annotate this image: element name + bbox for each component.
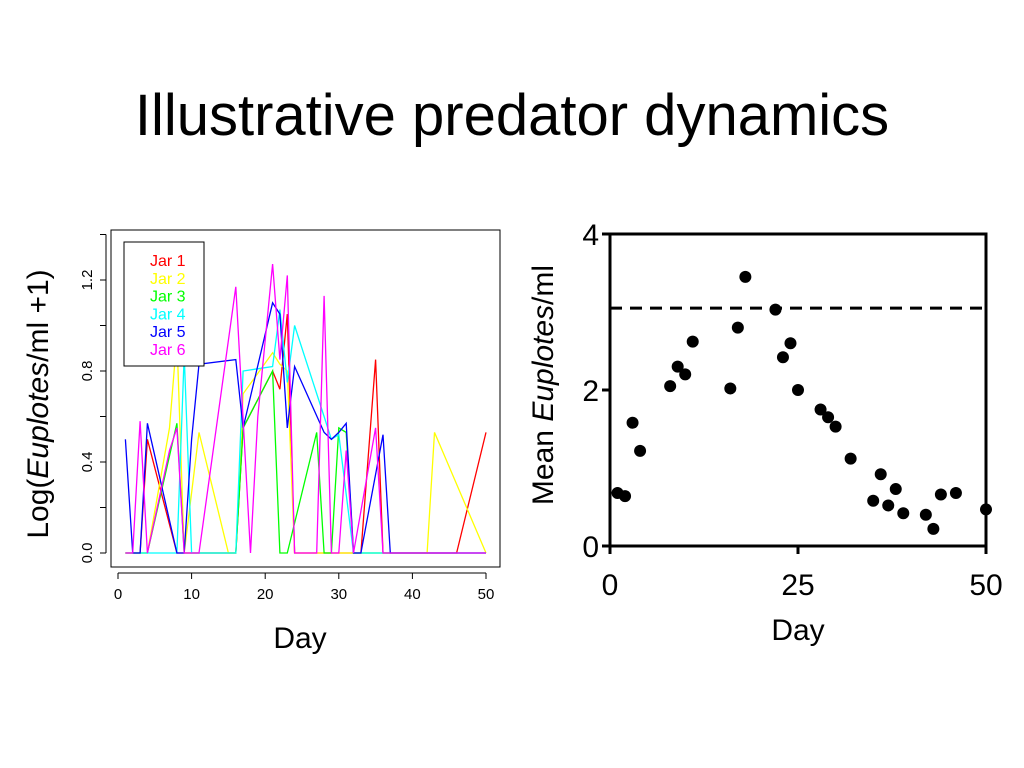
- x-tick-label: 10: [183, 586, 200, 603]
- series-line: [125, 309, 486, 554]
- legend-entry: Jar 4: [150, 306, 186, 323]
- data-point: [724, 382, 737, 395]
- legend-entry: Jar 6: [150, 342, 186, 359]
- data-point: [980, 503, 992, 516]
- y-tick-label: 1.2: [79, 270, 96, 291]
- scatter-points: [611, 270, 992, 535]
- data-point: [664, 380, 677, 393]
- ylabel-prefix: Log(: [22, 479, 55, 539]
- data-point: [679, 368, 692, 381]
- data-point: [814, 403, 827, 416]
- data-point: [769, 303, 782, 316]
- data-point: [671, 360, 684, 373]
- data-point: [897, 507, 910, 520]
- plot-frame: [110, 229, 501, 568]
- x-axis-label: Day: [771, 614, 824, 647]
- x-tick-label: 0: [114, 586, 122, 603]
- series-5: [124, 301, 486, 554]
- x-tick-label: 0: [602, 569, 619, 602]
- x-tick-label: 50: [969, 569, 1002, 602]
- x-tick-label: 50: [478, 586, 495, 603]
- data-point: [919, 508, 932, 521]
- ylabel-suffix: /ml: [527, 265, 560, 305]
- legend-entry: Jar 3: [150, 289, 186, 306]
- ylabel-prefix: Mean: [527, 422, 560, 505]
- legend-entry: Jar 5: [150, 324, 186, 341]
- legend-box: [123, 241, 205, 367]
- data-point: [686, 335, 699, 348]
- y-tick-label: 0: [582, 531, 599, 564]
- data-point: [626, 416, 639, 429]
- ylabel-suffix: /ml +1): [22, 269, 55, 362]
- legend-entry: Jar 2: [150, 271, 186, 288]
- data-point: [949, 486, 962, 499]
- data-point: [739, 270, 752, 283]
- x-tick-label: 20: [257, 586, 274, 603]
- y-tick-label: 2: [582, 375, 599, 408]
- x-tick-label: 25: [781, 569, 814, 602]
- data-point: [882, 499, 895, 512]
- y-tick-label: 0.0: [79, 543, 96, 564]
- y-axis-label: Mean Euplotes/ml: [527, 265, 560, 505]
- data-point: [822, 411, 835, 424]
- legend-entry: Jar 1: [150, 253, 186, 270]
- data-point: [792, 384, 804, 396]
- data-point: [731, 321, 744, 334]
- y-axis-label: Log(Euplotes/ml +1): [22, 269, 55, 538]
- ylabel-italic: Euplotes: [527, 305, 560, 422]
- y-tick-label: 4: [582, 219, 599, 252]
- data-point: [844, 452, 857, 465]
- series-4: [125, 309, 486, 554]
- ylabel-italic: Euplotes: [22, 362, 55, 479]
- series-line: [125, 264, 486, 554]
- data-point: [829, 420, 842, 433]
- data-point: [867, 494, 880, 507]
- data-point: [784, 337, 797, 350]
- x-tick-label: 40: [404, 586, 421, 603]
- y-tick-label: 0.8: [79, 361, 96, 382]
- x-axis-label: Day: [273, 622, 326, 655]
- data-point: [874, 468, 887, 481]
- series-line: [124, 301, 486, 554]
- series-6: [125, 264, 486, 554]
- data-point: [619, 490, 632, 503]
- x-tick-label: 30: [330, 586, 347, 603]
- slide-title: Illustrative predator dynamics: [134, 83, 890, 148]
- data-point: [776, 351, 789, 364]
- data-point: [889, 483, 902, 496]
- y-tick-label: 0.4: [79, 452, 96, 473]
- data-point: [927, 522, 940, 535]
- data-point: [634, 444, 647, 457]
- data-point: [934, 488, 947, 501]
